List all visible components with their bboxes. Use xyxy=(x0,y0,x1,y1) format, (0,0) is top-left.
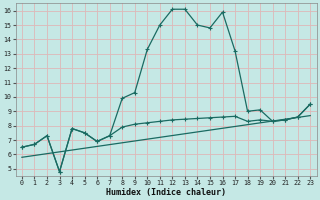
X-axis label: Humidex (Indice chaleur): Humidex (Indice chaleur) xyxy=(106,188,226,197)
